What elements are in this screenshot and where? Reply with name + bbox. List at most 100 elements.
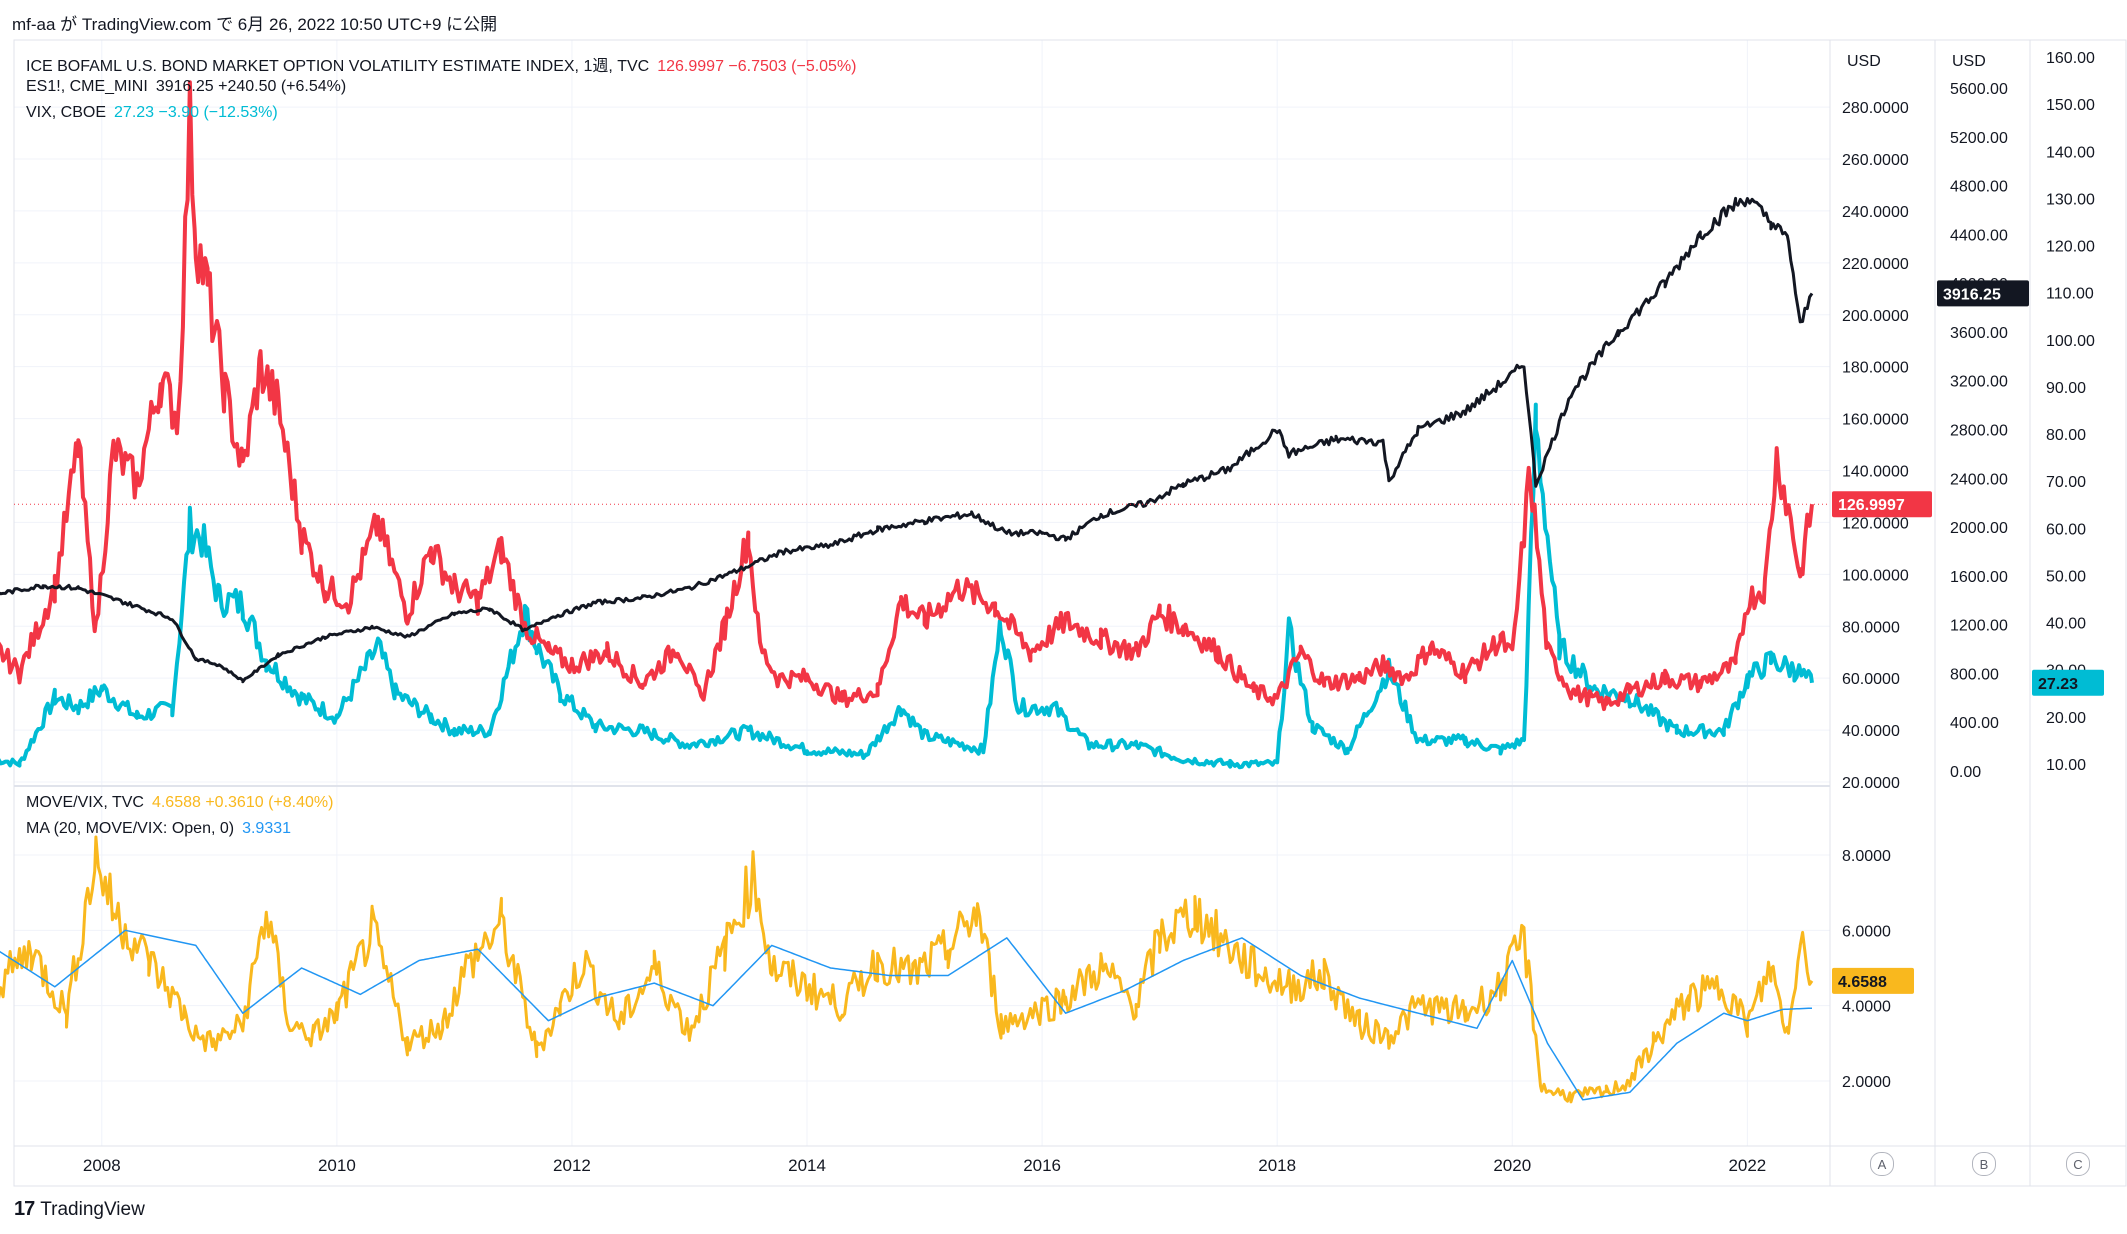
legend-ma[interactable]: MA (20, MOVE/VIX: Open, 0) 3.9331	[26, 820, 299, 838]
scale-b-tick-label: 1600.00	[1950, 569, 2008, 586]
time-tick-label: 2022	[1728, 1156, 1766, 1175]
scale-a-tick-label: 80.0000	[1842, 619, 1900, 636]
scale-b-tick-label: 2400.00	[1950, 471, 2008, 488]
scale-c-tick-label: 140.00	[2046, 144, 2095, 161]
scale-c-tick-label: 130.00	[2046, 191, 2095, 208]
footer-brand: TradingView	[40, 1198, 145, 1220]
scale-b-currency: USD	[1952, 53, 1986, 70]
scale-a-tick-label: 100.0000	[1842, 567, 1909, 584]
time-tick-label: 2020	[1493, 1156, 1531, 1175]
scale-b-tick-label: 5600.00	[1950, 81, 2008, 98]
scale-c-tick-label: 110.00	[2046, 286, 2094, 303]
scale-c-tick-label: 20.00	[2046, 710, 2086, 727]
move-price-label: 126.9997	[1832, 491, 1932, 518]
scale-b-tick-label: 3600.00	[1950, 325, 2008, 342]
scale-a-tick-label: 120.0000	[1842, 515, 1909, 532]
scale-a-tick-label: 20.0000	[1842, 775, 1900, 792]
legend-vix[interactable]: VIX, CBOE 27.23 −3.90 (−12.53%)	[26, 104, 286, 122]
scale-c-tick-label: 150.00	[2046, 97, 2095, 114]
series-layer	[0, 80, 1830, 1104]
legend-es-name: ES1!, CME_MINI	[26, 78, 148, 95]
es-price-label-bg	[1937, 280, 2029, 307]
es-price-label-text: 3916.25	[1943, 286, 2001, 303]
legend-ratio-name: MOVE/VIX, TVC	[26, 794, 144, 811]
legend-es[interactable]: ES1!, CME_MINI 3916.25 +240.50 (+6.54%)	[26, 78, 354, 96]
time-tick-label: 2008	[83, 1156, 121, 1175]
lower-tick-label: 2.0000	[1842, 1074, 1891, 1091]
time-tick-label: 2014	[788, 1156, 826, 1175]
scale-b-tick-label: 5200.00	[1950, 130, 2008, 147]
es-price-label: 3916.25	[1937, 280, 2029, 307]
es-series-line	[0, 196, 1814, 684]
time-tick-label: 2010	[318, 1156, 356, 1175]
scale-button-c[interactable]: C	[2066, 1152, 2090, 1176]
scale-c-tick-label: 50.00	[2046, 568, 2086, 585]
legend-es-value: 3916.25 +240.50 (+6.54%)	[155, 78, 347, 95]
scale-b-tick-label: 800.00	[1950, 666, 1999, 683]
footer[interactable]: 17 TradingView	[14, 1198, 145, 1221]
lower-tick-label: 8.0000	[1842, 848, 1891, 865]
scale-a-tick-label: 200.0000	[1842, 308, 1909, 325]
scale-b-tick-label: 4400.00	[1950, 227, 2008, 244]
ma-series-line	[0, 929, 1812, 1101]
scale-a-currency: USD	[1847, 53, 1881, 70]
vix-price-label-bg	[2032, 669, 2104, 696]
scale-button-b[interactable]: B	[1972, 1152, 1996, 1176]
scale-a-tick-label: 280.0000	[1842, 100, 1909, 117]
scale-c-tick-label: 60.00	[2046, 521, 2086, 538]
scale-a-tick-label: 240.0000	[1842, 204, 1909, 221]
scale-c-tick-label: 120.00	[2046, 239, 2095, 256]
legend-move-value: 126.9997 −6.7503 (−5.05%)	[657, 58, 857, 75]
scale-b-tick-label: 2000.00	[1950, 520, 2008, 537]
scale-b-tick-label: 0.00	[1950, 764, 1981, 781]
move-series-line	[0, 80, 1814, 712]
lower-tick-label: 4.0000	[1842, 999, 1891, 1016]
lower-tick-label: 6.0000	[1842, 923, 1891, 940]
scale-a-tick-label: 220.0000	[1842, 256, 1909, 273]
legend-ma-name: MA (20, MOVE/VIX: Open, 0)	[26, 820, 235, 837]
tradingview-logo-icon: 17	[14, 1198, 35, 1220]
axes-layer: 2008 2010 2012 2014 2016 2018 2020 2022 280.0000…	[83, 50, 2095, 1175]
scale-b-tick-label: 3200.00	[1950, 374, 2008, 391]
scale-a-tick-label: 60.0000	[1842, 671, 1900, 688]
ratio-price-label-text: 4.6588	[1838, 974, 1887, 991]
scale-c-tick-label: 10.00	[2046, 757, 2086, 774]
time-tick-label: 2018	[1258, 1156, 1296, 1175]
scale-c-tick-label: 40.00	[2046, 616, 2086, 633]
scale-c-tick-label: 160.00	[2046, 50, 2095, 67]
time-tick-label: 2012	[553, 1156, 591, 1175]
chart-frame	[13, 39, 2127, 1187]
price-labels: 126.9997 3916.25 27.23 4.6588	[1832, 280, 2104, 994]
time-tick-label: 2016	[1023, 1156, 1061, 1175]
vix-price-label: 27.23	[2032, 669, 2104, 696]
ratio-price-label: 4.6588	[1832, 967, 1914, 994]
scale-a-tick-label: 180.0000	[1842, 360, 1909, 377]
legend-ratio[interactable]: MOVE/VIX, TVC 4.6588 +0.3610 (+8.40%)	[26, 794, 341, 812]
scale-c-tick-label: 70.00	[2046, 474, 2086, 491]
move-price-label-text: 126.9997	[1838, 497, 1905, 514]
legend-ratio-value: 4.6588 +0.3610 (+8.40%)	[151, 794, 334, 811]
vix-series-line	[0, 402, 1814, 770]
legend-move[interactable]: ICE BOFAML U.S. BOND MARKET OPTION VOLAT…	[26, 52, 865, 76]
scale-b-tick-label: 2800.00	[1950, 423, 2008, 440]
vix-price-label-text: 27.23	[2038, 676, 2078, 693]
scale-a-tick-label: 160.0000	[1842, 412, 1909, 429]
ratio-price-label-bg	[1832, 967, 1914, 994]
scale-c-tick-label: 90.00	[2046, 380, 2086, 397]
scale-b-tick-label: 1200.00	[1950, 618, 2008, 635]
legend-ma-value: 3.9331	[242, 820, 292, 837]
publish-header: mf-aa が TradingView.com で 6月 26, 2022 10…	[12, 15, 498, 34]
scale-b-tick-label: 4800.00	[1950, 179, 2008, 196]
chart-border	[13, 39, 2127, 1187]
scale-b-tick-label: 400.00	[1950, 715, 1999, 732]
scale-c-tick-label: 80.00	[2046, 427, 2086, 444]
scale-a-tick-label: 40.0000	[1842, 723, 1900, 740]
scale-c-tick-label: 100.00	[2046, 333, 2095, 350]
scale-button-a[interactable]: A	[1870, 1152, 1894, 1176]
scale-a-tick-label: 140.0000	[1842, 464, 1909, 481]
legend-vix-value: 27.23 −3.90 (−12.53%)	[114, 104, 278, 121]
ratio-series-line	[0, 835, 1814, 1104]
legend-move-name: ICE BOFAML U.S. BOND MARKET OPTION VOLAT…	[26, 58, 650, 75]
scale-a-tick-label: 260.0000	[1842, 152, 1909, 169]
